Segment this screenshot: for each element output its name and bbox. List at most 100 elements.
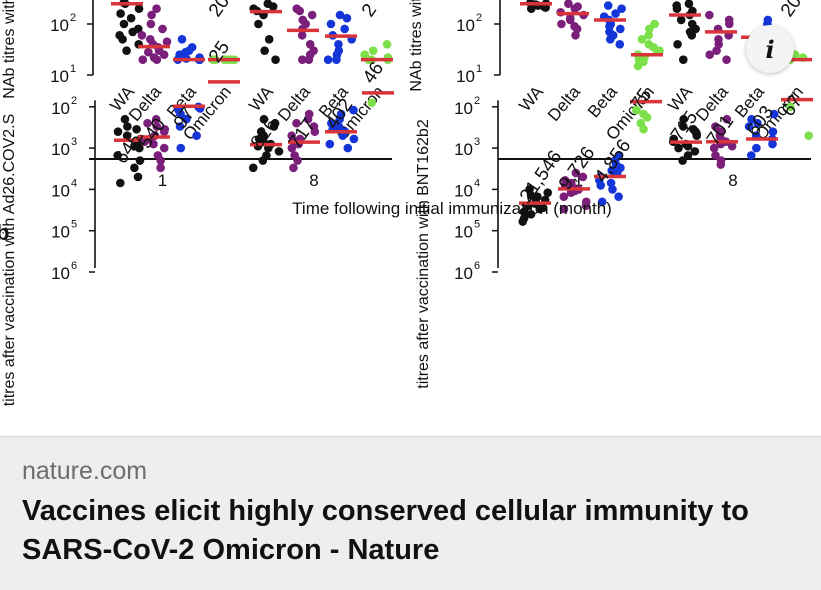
data-point-beta xyxy=(176,109,185,119)
data-point-beta xyxy=(334,46,344,55)
link-source: nature.com xyxy=(22,457,148,485)
data-point-wa xyxy=(685,27,695,37)
data-point-delta xyxy=(138,55,148,64)
y-tick-exponent: 5 xyxy=(71,219,77,231)
data-point-beta xyxy=(768,127,778,136)
data-point-delta xyxy=(162,37,172,46)
data-point-wa xyxy=(526,191,536,200)
data-point-delta xyxy=(287,143,297,153)
data-point-beta xyxy=(349,105,358,115)
data-point-delta xyxy=(564,0,573,9)
data-point-wa xyxy=(120,114,130,124)
data-point-wa xyxy=(692,129,701,139)
y-tick-label: 10 xyxy=(454,181,473,200)
y-tick-exponent: 1 xyxy=(476,63,482,75)
median-value-label: 4,856 xyxy=(591,136,635,187)
timepoint-label: 8 xyxy=(309,171,318,190)
panel-label: b xyxy=(0,220,9,245)
data-point-delta xyxy=(565,13,575,23)
data-point-wa xyxy=(679,114,688,124)
data-point-beta xyxy=(616,24,625,34)
data-point-beta xyxy=(182,114,191,124)
data-point-delta xyxy=(714,35,723,44)
data-point-omicron xyxy=(786,102,795,112)
data-point-delta xyxy=(144,47,153,57)
data-point-omicron xyxy=(368,46,378,55)
data-point-delta xyxy=(705,50,714,60)
data-point-beta xyxy=(606,178,616,188)
data-point-omicron xyxy=(382,39,392,49)
data-point-delta xyxy=(303,114,313,124)
median-value-label: 9,726 xyxy=(555,143,599,194)
data-point-delta xyxy=(297,31,307,40)
data-point-delta xyxy=(307,10,317,20)
y-tick-exponent: 1 xyxy=(70,63,76,75)
info-icon: i xyxy=(765,34,775,64)
data-point-omicron xyxy=(367,98,377,108)
x-axis-title: Time following initial immunization (mon… xyxy=(292,199,612,218)
y-tick-label: 10 xyxy=(456,16,475,35)
y-axis-title: NAb titres with A xyxy=(1,0,18,99)
data-point-wa xyxy=(690,147,700,156)
data-point-beta xyxy=(325,139,335,149)
timepoint-label: 1 xyxy=(574,171,583,190)
data-point-delta xyxy=(310,127,320,136)
data-point-wa xyxy=(133,172,143,182)
data-point-omicron xyxy=(632,105,641,115)
y-tick-exponent: 4 xyxy=(474,177,480,189)
data-point-delta xyxy=(581,201,591,211)
data-point-delta xyxy=(146,19,156,29)
data-point-delta xyxy=(724,15,734,25)
data-point-delta xyxy=(137,31,147,40)
data-point-delta xyxy=(309,46,318,55)
data-point-beta xyxy=(605,22,614,31)
data-point-wa xyxy=(683,141,693,151)
data-point-wa xyxy=(116,9,125,18)
y-axis-title: NAb titres with xyxy=(408,0,425,92)
data-point-delta xyxy=(152,122,162,131)
data-point-beta xyxy=(614,192,623,201)
data-point-omicron xyxy=(637,35,647,44)
data-point-delta xyxy=(722,114,732,124)
data-point-beta xyxy=(615,39,625,49)
data-point-delta xyxy=(573,2,582,11)
data-point-beta xyxy=(187,42,197,52)
data-point-beta xyxy=(596,181,606,190)
data-point-wa xyxy=(678,156,687,165)
data-point-wa xyxy=(254,19,263,29)
data-point-wa xyxy=(259,114,269,124)
data-point-wa xyxy=(674,143,683,153)
y-tick-label: 10 xyxy=(454,223,473,242)
x-category-label: WA xyxy=(515,82,547,115)
link-preview-card[interactable]: nature.com Vaccines elicit highly conser… xyxy=(0,436,821,590)
y-tick-exponent: 2 xyxy=(474,95,480,107)
data-point-omicron xyxy=(650,19,659,29)
data-point-delta xyxy=(156,163,165,173)
data-point-wa xyxy=(132,124,141,134)
median-value-label: 2 xyxy=(358,0,381,21)
info-button[interactable]: i xyxy=(746,25,794,73)
data-point-omicron xyxy=(639,109,648,119)
data-point-delta xyxy=(160,124,170,134)
data-point-beta xyxy=(334,39,343,49)
y-tick-exponent: 6 xyxy=(474,260,480,272)
figure-image: 10 1 10 2 NAb titres with A 20 2 WA Delta Beta Omi… xyxy=(0,0,813,407)
data-point-delta xyxy=(151,114,161,124)
data-point-beta xyxy=(746,151,756,160)
data-point-wa xyxy=(687,19,697,29)
data-point-beta xyxy=(769,109,779,119)
data-point-omicron xyxy=(644,31,653,40)
data-point-wa xyxy=(538,203,548,213)
data-point-delta xyxy=(145,35,155,44)
data-point-beta xyxy=(340,24,349,34)
data-point-delta xyxy=(298,15,308,25)
data-point-wa xyxy=(126,13,136,23)
data-point-delta xyxy=(571,168,581,178)
y-tick-exponent: 2 xyxy=(70,12,76,24)
data-point-wa xyxy=(543,188,553,197)
data-point-delta xyxy=(293,156,302,165)
data-point-wa xyxy=(518,217,528,226)
data-point-wa xyxy=(270,118,280,128)
link-title[interactable]: Vaccines elicit highly conserved cellula… xyxy=(22,495,749,566)
